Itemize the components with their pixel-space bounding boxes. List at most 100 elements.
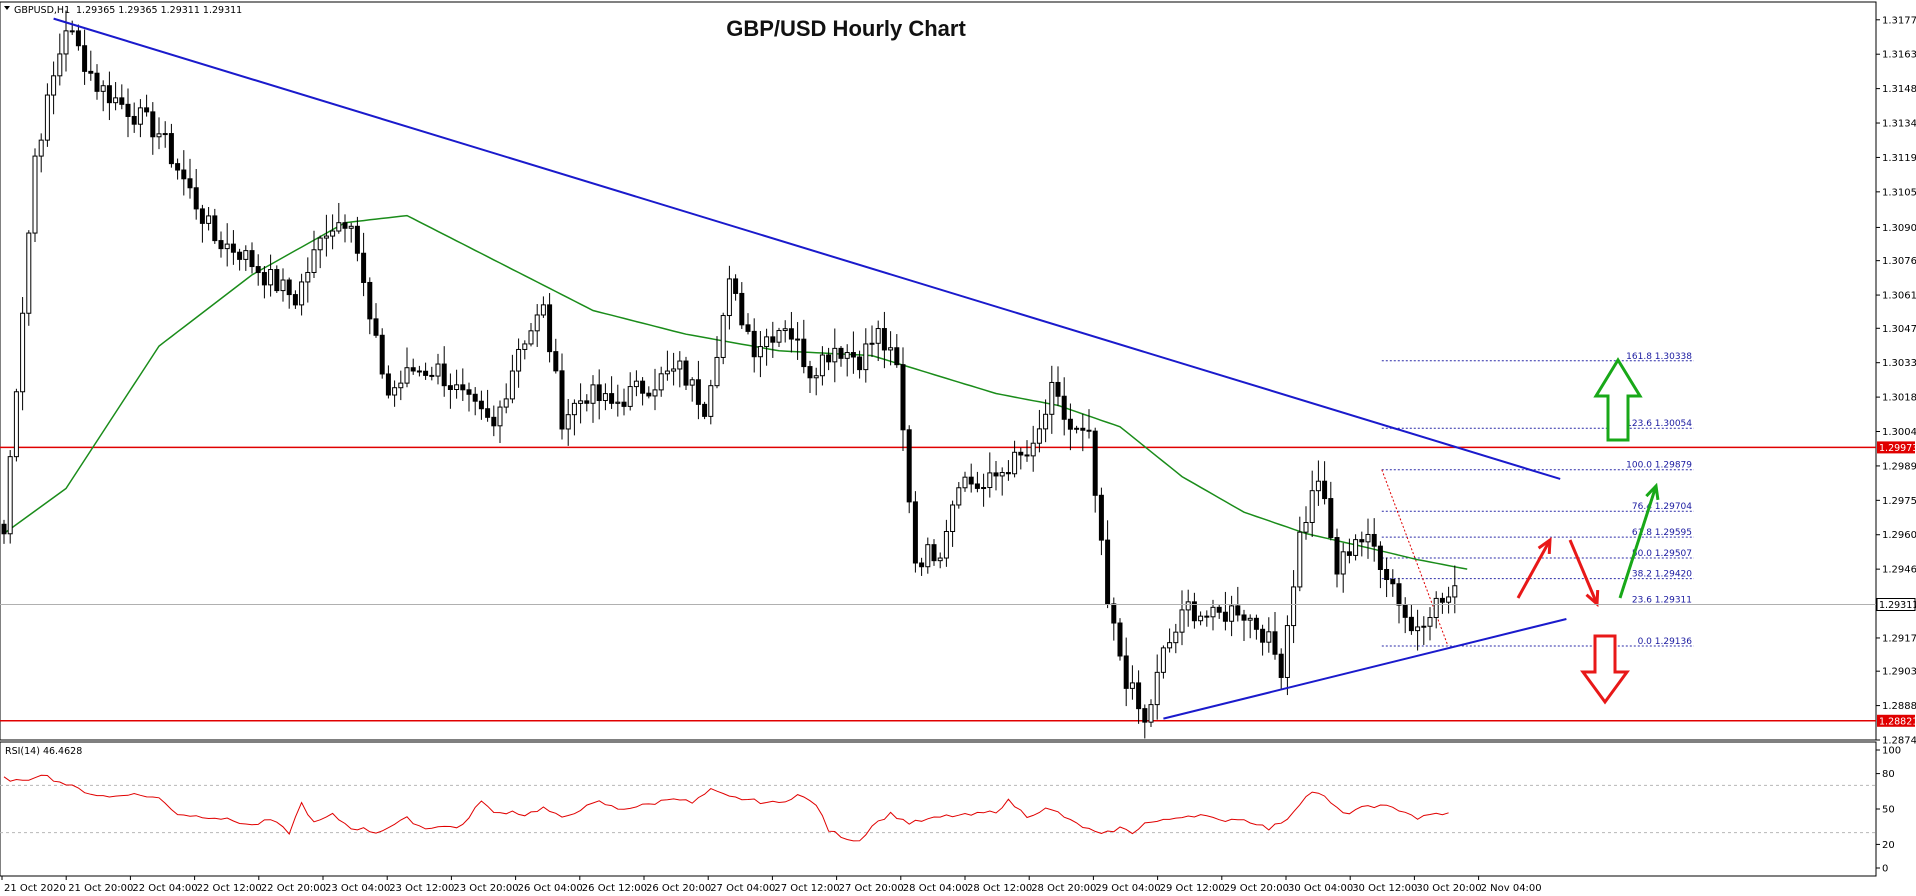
price-tick-label: 1.28740: [1882, 736, 1916, 747]
candle-body-bull: [528, 330, 534, 345]
candle: [330, 214, 336, 250]
candle-body-bull: [26, 232, 32, 314]
candle-body-bull: [832, 347, 838, 363]
time-tick-label: 29 Oct 12:00: [1160, 883, 1225, 894]
candle: [571, 399, 577, 436]
support-price-label: 1.28821: [1879, 716, 1916, 727]
candle: [764, 328, 770, 366]
bullish-support-line: [1163, 618, 1567, 720]
candle-body-bear: [447, 385, 453, 391]
candle-body-bull: [522, 343, 528, 350]
candle: [255, 254, 261, 286]
candle-body-bear: [1377, 545, 1383, 570]
candle: [1216, 604, 1222, 619]
candle: [819, 346, 825, 386]
candle-body-bull: [844, 352, 850, 359]
time-tick-label: 2 Nov 04:00: [1481, 883, 1542, 894]
candle: [1390, 569, 1396, 597]
candle: [534, 304, 540, 347]
candle: [807, 360, 813, 393]
candle: [1322, 461, 1328, 505]
moving-average-line: [3, 214, 1468, 570]
candle: [1179, 590, 1185, 646]
candle-body-bull: [336, 222, 342, 232]
candle: [956, 482, 962, 509]
candle-body-bear: [168, 133, 174, 165]
candle: [1328, 481, 1334, 541]
candle-body-bear: [385, 373, 391, 396]
candle: [925, 537, 931, 574]
candle: [69, 20, 75, 35]
candle-body-bear: [1235, 605, 1241, 616]
candle-body-bear: [193, 187, 199, 210]
candle: [1111, 597, 1117, 641]
candle-body-bear: [1253, 617, 1259, 630]
candle-body-bull: [330, 230, 336, 237]
candle-body-bull: [764, 336, 770, 348]
candle: [578, 383, 584, 424]
bearish-trendline: [53, 17, 1561, 480]
candle-body-bull: [348, 225, 354, 229]
candle: [1012, 440, 1018, 478]
candle-body-bull: [925, 544, 931, 568]
fib-level-label: 76.4 1.29704: [1632, 502, 1692, 512]
price-tick-label: 1.31340: [1882, 119, 1916, 130]
candle: [478, 390, 484, 420]
candle-body-bull: [1353, 539, 1359, 556]
candle: [943, 519, 949, 567]
candle-body-bull: [708, 385, 714, 417]
candle: [392, 380, 398, 407]
candle: [181, 150, 187, 196]
candle-body-bear: [646, 392, 652, 397]
candle: [7, 450, 13, 544]
candle-body-bull: [813, 375, 819, 379]
candle: [88, 50, 94, 81]
candle: [156, 117, 162, 150]
candle-body-bear: [218, 240, 224, 250]
candle-body-bull: [323, 235, 329, 239]
price-tick-label: 1.29605: [1882, 530, 1916, 541]
candle-body-bear: [472, 393, 478, 402]
candle: [342, 214, 348, 243]
price-tick-label: 1.29030: [1882, 667, 1916, 678]
candle: [206, 206, 212, 231]
candle: [702, 401, 708, 420]
candle-body-bear: [249, 250, 255, 268]
ohlc-readout: 1.29365 1.29365 1.29311 1.29311: [76, 5, 242, 16]
chart-title: GBP/USD Hourly Chart: [726, 16, 966, 41]
candle: [466, 382, 472, 412]
price-tick-label: 1.29460: [1882, 565, 1916, 576]
candle: [100, 80, 106, 112]
candle-body-bear: [1222, 611, 1228, 622]
candle-body-bear: [88, 70, 94, 74]
candle: [565, 398, 571, 446]
candle: [931, 539, 937, 566]
last-price-tag: [1876, 598, 1916, 612]
price-tick-label: 1.31775: [1882, 15, 1916, 26]
candle-body-bull: [937, 557, 943, 562]
price-tick-label: 1.30185: [1882, 393, 1916, 404]
candle-body-bear: [1371, 533, 1377, 547]
candle-body-bear: [1191, 601, 1197, 622]
candle: [677, 351, 683, 388]
time-tick-label: 27 Oct 20:00: [839, 883, 904, 894]
candle: [1433, 591, 1439, 629]
candle-body-bear: [410, 367, 416, 372]
candle: [708, 379, 714, 425]
candle: [305, 257, 311, 303]
candle: [770, 321, 776, 358]
red-scenario-arrow-down: [1568, 539, 1600, 608]
candle-body-bear: [850, 352, 856, 358]
candle-body-bear: [175, 163, 181, 171]
candle-body-bull: [782, 328, 788, 332]
candle: [1136, 670, 1142, 724]
candle-body-bull: [689, 379, 695, 386]
fib-level-label: 123.6 1.30054: [1626, 419, 1692, 429]
candle: [323, 214, 329, 257]
candle: [51, 61, 57, 115]
candle: [1396, 577, 1402, 624]
candle-body-bear: [1098, 494, 1104, 541]
candle-body-bull: [1433, 597, 1439, 619]
candle-body-bull: [7, 456, 13, 535]
